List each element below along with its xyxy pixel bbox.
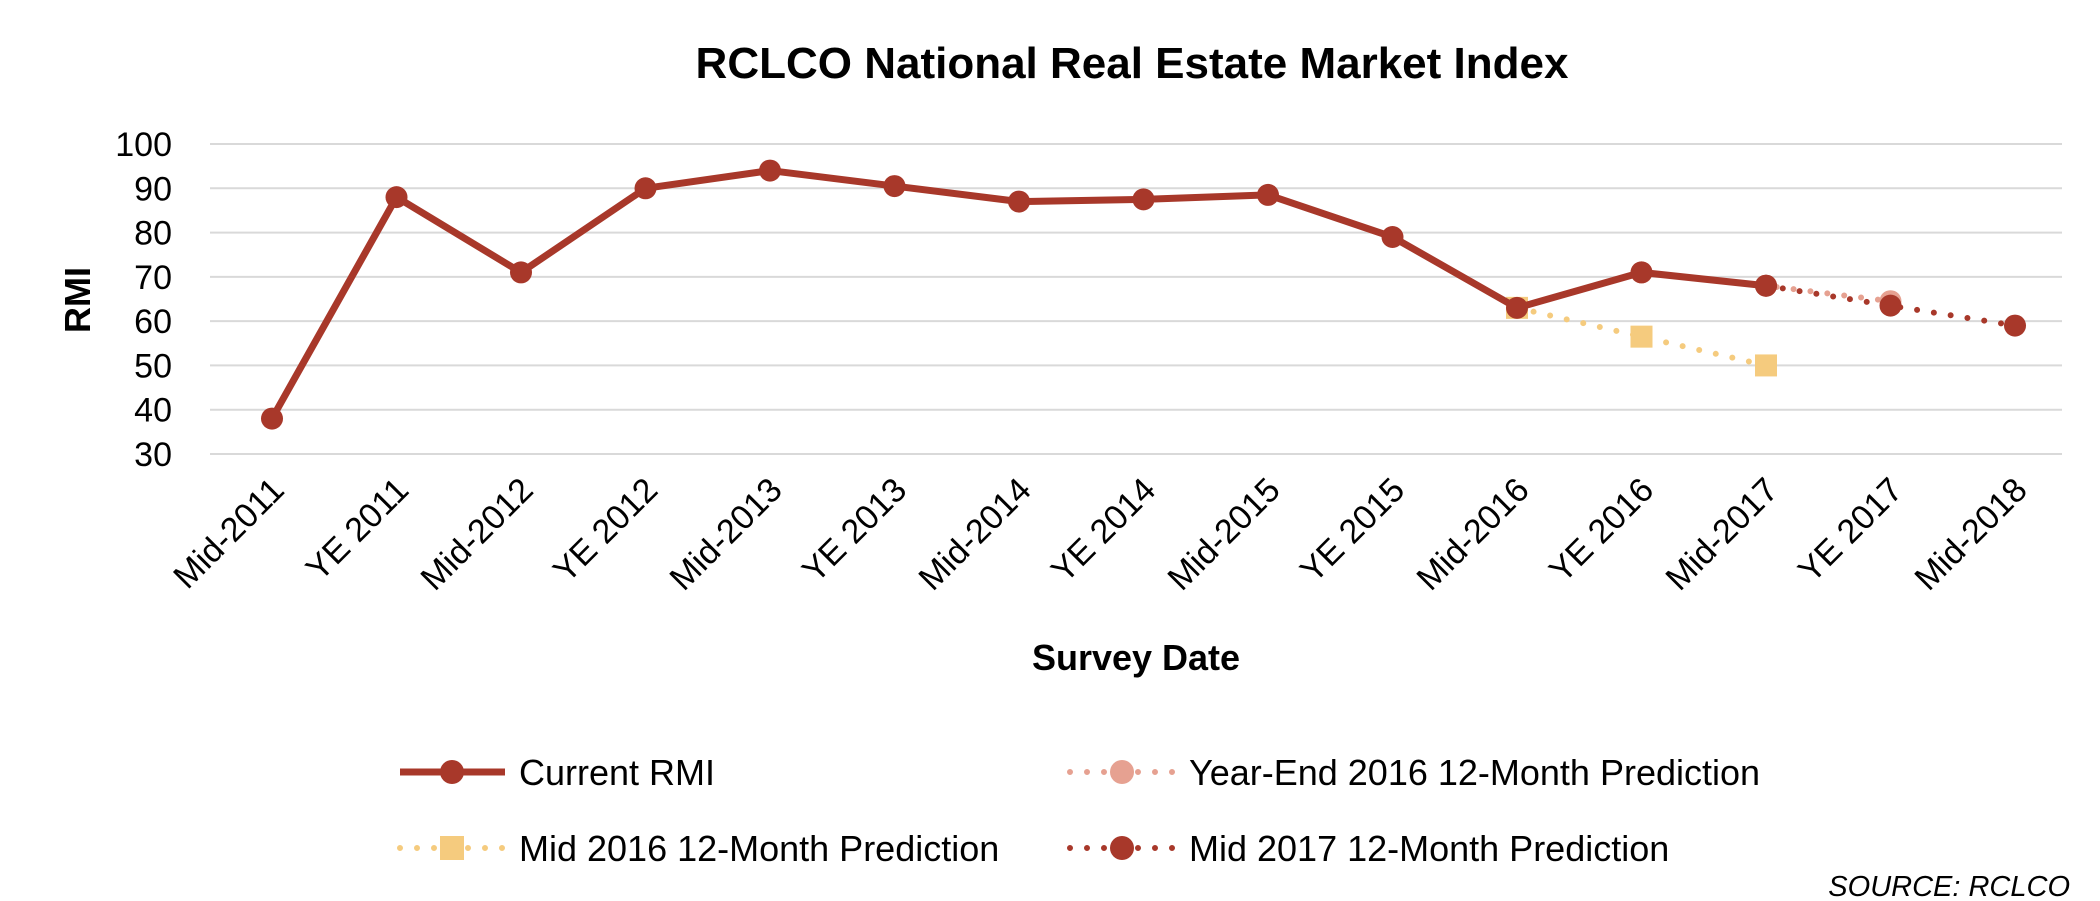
data-point [1755, 274, 1777, 297]
y-axis-label: RMI [57, 267, 98, 333]
series-layer [261, 159, 2026, 430]
data-point [1008, 190, 1030, 213]
x-tick-label: YE 2012 [546, 471, 665, 590]
y-tick-label: 70 [134, 259, 172, 297]
legend-label: Mid 2017 12-Month Prediction [1189, 828, 1669, 869]
legend-label: Current RMI [519, 752, 715, 793]
y-tick-label: 40 [134, 392, 172, 430]
legend-item-4: Mid 2017 12-Month Prediction [1067, 828, 1669, 869]
y-tick-label: 60 [134, 303, 172, 341]
data-point [1630, 325, 1653, 348]
x-tick-label: Mid-2014 [912, 471, 1039, 598]
x-tick-label: Mid-2017 [1659, 471, 1786, 598]
x-tick-label: Mid-2011 [166, 471, 291, 596]
legend-item-3: Mid 2016 12-Month Prediction [397, 828, 999, 869]
y-tick-label: 30 [134, 436, 172, 474]
x-tick-label: Mid-2013 [663, 471, 790, 598]
data-point [1755, 354, 1777, 377]
series-1 [261, 159, 1777, 430]
legend-label: Year-End 2016 12-Month Prediction [1189, 752, 1760, 793]
legend-label: Mid 2016 12-Month Prediction [519, 828, 999, 869]
legend-marker [1110, 760, 1134, 784]
source-note: SOURCE: RCLCO [1828, 871, 2070, 901]
x-tick-label: YE 2016 [1542, 471, 1661, 590]
legend-item-2: Year-End 2016 12-Month Prediction [1067, 752, 1760, 793]
x-tick-label: Mid-2018 [1908, 471, 2035, 598]
data-point [510, 261, 532, 284]
gridlines [210, 143, 2062, 455]
data-point [1630, 261, 1653, 284]
y-tick-label: 50 [134, 347, 172, 385]
x-tick-label: Mid-2015 [1161, 471, 1288, 598]
data-point [1257, 183, 1279, 206]
data-point [883, 175, 906, 198]
legend-marker [440, 836, 464, 860]
x-tick-label: YE 2013 [795, 471, 914, 590]
x-tick-label: YE 2017 [1791, 471, 1910, 590]
data-point [1506, 296, 1528, 319]
y-tick-label: 90 [134, 170, 172, 208]
legend: Current RMI Year-End 2016 12-Month Predic… [397, 752, 1760, 869]
legend-marker [1110, 836, 1134, 860]
data-point [2004, 314, 2026, 337]
legend-item-1: Current RMI [400, 752, 715, 793]
x-tick-label: YE 2014 [1044, 471, 1163, 590]
data-point [261, 407, 283, 430]
series-4 [1755, 274, 2026, 337]
data-point [1879, 294, 1902, 317]
chart-title: RCLCO National Real Estate Market Index [696, 39, 1569, 88]
x-tick-label: YE 2011 [299, 471, 416, 588]
legend-marker [440, 760, 464, 784]
x-axis-label: Survey Date [1032, 637, 1240, 678]
y-tick-label: 80 [134, 215, 172, 253]
data-point [385, 186, 408, 209]
x-tick-label: Mid-2016 [1410, 471, 1537, 598]
data-point [1381, 226, 1404, 248]
data-point [1132, 188, 1155, 211]
data-point [634, 177, 657, 200]
x-tick-label: Mid-2012 [414, 471, 541, 598]
y-axis-ticks: 30 40 50 60 70 80 90 100 [115, 126, 172, 474]
data-point [759, 159, 781, 182]
x-tick-label: YE 2015 [1293, 471, 1412, 590]
y-tick-label: 100 [115, 126, 172, 164]
